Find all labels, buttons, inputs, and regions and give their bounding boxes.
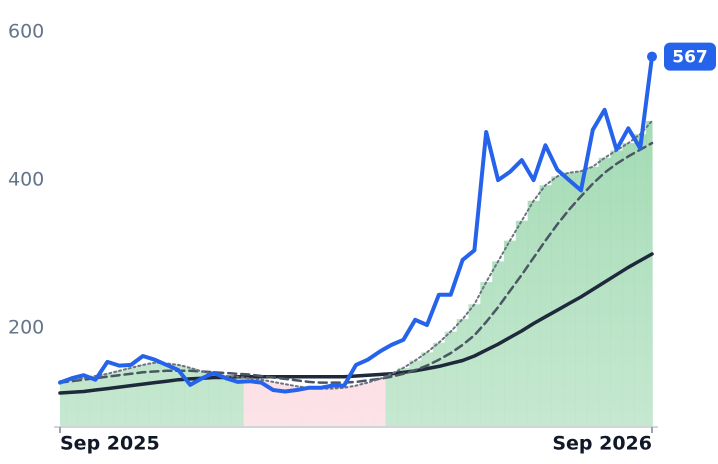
y-tick-label: 600 (8, 21, 44, 43)
series-line (58, 252, 654, 395)
series-line (58, 141, 654, 384)
last-value-label: 567 (672, 48, 708, 68)
last-point (647, 51, 657, 62)
y-tick-label: 400 (8, 169, 44, 191)
series-line (58, 54, 654, 394)
last-value-badge (664, 42, 716, 71)
y-tick-label: 200 (8, 316, 44, 338)
area-fade (60, 10, 652, 427)
x-tick-label: Sep 2026 (552, 433, 652, 455)
x-tick-label: Sep 2025 (60, 433, 160, 455)
